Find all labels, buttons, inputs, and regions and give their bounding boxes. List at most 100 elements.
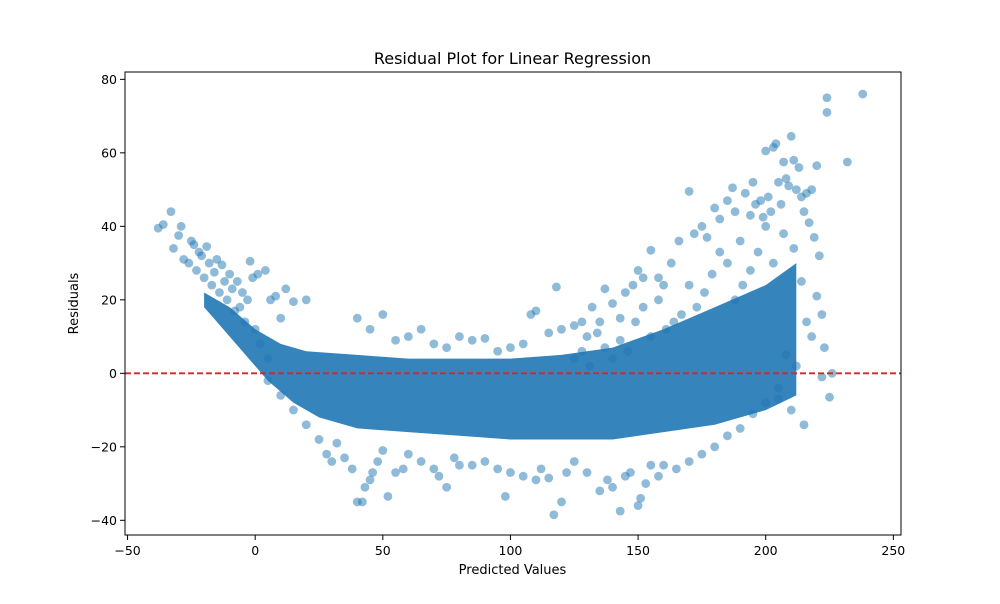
scatter-point	[222, 295, 232, 305]
scatter-point	[158, 220, 168, 229]
scatter-point	[666, 258, 676, 268]
scatter-point	[702, 232, 712, 242]
x-tick-label: 100	[499, 543, 523, 558]
scatter-point	[434, 471, 444, 481]
scatter-point	[301, 420, 311, 430]
scatter-point	[707, 269, 717, 279]
y-tick-label: 0	[109, 366, 117, 381]
x-tick-label: 50	[375, 543, 391, 558]
scatter-point	[373, 457, 383, 466]
scatter-point	[327, 457, 337, 466]
scatter-point	[710, 203, 720, 213]
scatter-point	[215, 288, 224, 297]
scatter-point	[227, 284, 237, 294]
x-tick-label: 250	[881, 543, 905, 558]
scatter-point	[176, 221, 186, 231]
scatter-point	[416, 457, 426, 466]
scatter-point	[592, 328, 602, 338]
scatter-point	[587, 302, 597, 312]
scatter-point	[689, 229, 699, 239]
scatter-point	[728, 183, 737, 193]
scatter-point	[779, 229, 788, 239]
scatter-point	[825, 392, 834, 402]
scatter-point	[536, 464, 546, 474]
x-axis-label: Predicted Values	[459, 563, 567, 578]
scatter-point	[697, 449, 707, 459]
scatter-point	[518, 339, 528, 349]
scatter-point	[745, 266, 755, 275]
scatter-point	[807, 332, 817, 341]
scatter-point	[659, 280, 669, 290]
scatter-point	[217, 260, 227, 270]
scatter-point	[779, 157, 788, 167]
scatter-point	[817, 372, 827, 382]
scatter-point	[600, 284, 610, 294]
scatter-point	[289, 405, 298, 415]
scatter-point	[506, 343, 515, 352]
y-axis-label: Residuals	[67, 272, 82, 334]
scatter-point	[812, 291, 822, 301]
scatter-point	[480, 457, 490, 466]
scatter-point	[628, 280, 638, 290]
scatter-point	[506, 468, 515, 477]
scatter-point	[245, 256, 255, 266]
scatter-density-band	[204, 263, 797, 440]
scatter-point	[799, 420, 809, 430]
scatter-point	[595, 486, 605, 496]
scatter-point	[684, 187, 694, 196]
scatter-point	[582, 468, 592, 477]
scatter-point	[641, 479, 651, 488]
scatter-point	[429, 339, 439, 349]
scatter-point	[738, 280, 748, 290]
y-tick-label: 20	[101, 292, 117, 307]
scatter-point	[761, 146, 771, 156]
scatter-point	[633, 501, 643, 510]
scatter-point	[253, 269, 263, 279]
scatter-point	[557, 497, 566, 507]
scatter-point	[615, 506, 625, 516]
scatter-point	[812, 161, 822, 171]
scatter-point	[442, 343, 452, 352]
scatter-point	[391, 335, 400, 345]
scatter-point	[807, 185, 817, 194]
scatter-point	[271, 291, 281, 301]
scatter-point	[562, 468, 572, 477]
scatter-point	[582, 332, 592, 341]
scatter-point	[199, 273, 209, 283]
scatter-point	[817, 310, 827, 319]
scatter-point	[518, 471, 528, 481]
scatter-point	[577, 317, 587, 327]
scatter-point	[771, 139, 781, 149]
scatter-point	[493, 464, 503, 474]
scatter-point	[500, 492, 510, 501]
scatter-point	[281, 284, 291, 294]
scatter-point	[169, 243, 178, 253]
scatter-point	[638, 273, 648, 283]
scatter-point	[368, 468, 378, 477]
scatter-point	[820, 343, 829, 352]
scatter-point	[383, 492, 393, 501]
scatter-point	[403, 332, 413, 341]
scatter-point	[608, 482, 617, 492]
scatter-point	[232, 277, 242, 286]
scatter-point	[633, 266, 643, 275]
scatter-point	[480, 334, 490, 343]
scatter-point	[753, 247, 763, 257]
scatter-point	[802, 317, 811, 327]
scatter-point	[243, 295, 252, 305]
scatter-point	[398, 464, 408, 474]
scatter-point	[620, 288, 630, 297]
scatter-point	[758, 212, 768, 222]
scatter-point	[365, 324, 375, 334]
scatter-point	[260, 266, 270, 275]
y-tick-label: 80	[101, 72, 117, 87]
scatter-point	[557, 324, 566, 334]
scatter-point	[745, 210, 755, 220]
scatter-point	[763, 192, 773, 202]
scatter-point	[549, 510, 559, 520]
scatter-point	[569, 321, 579, 330]
scatter-point	[238, 288, 247, 297]
scatter-point	[794, 163, 804, 172]
x-tick-label: 0	[251, 543, 259, 558]
